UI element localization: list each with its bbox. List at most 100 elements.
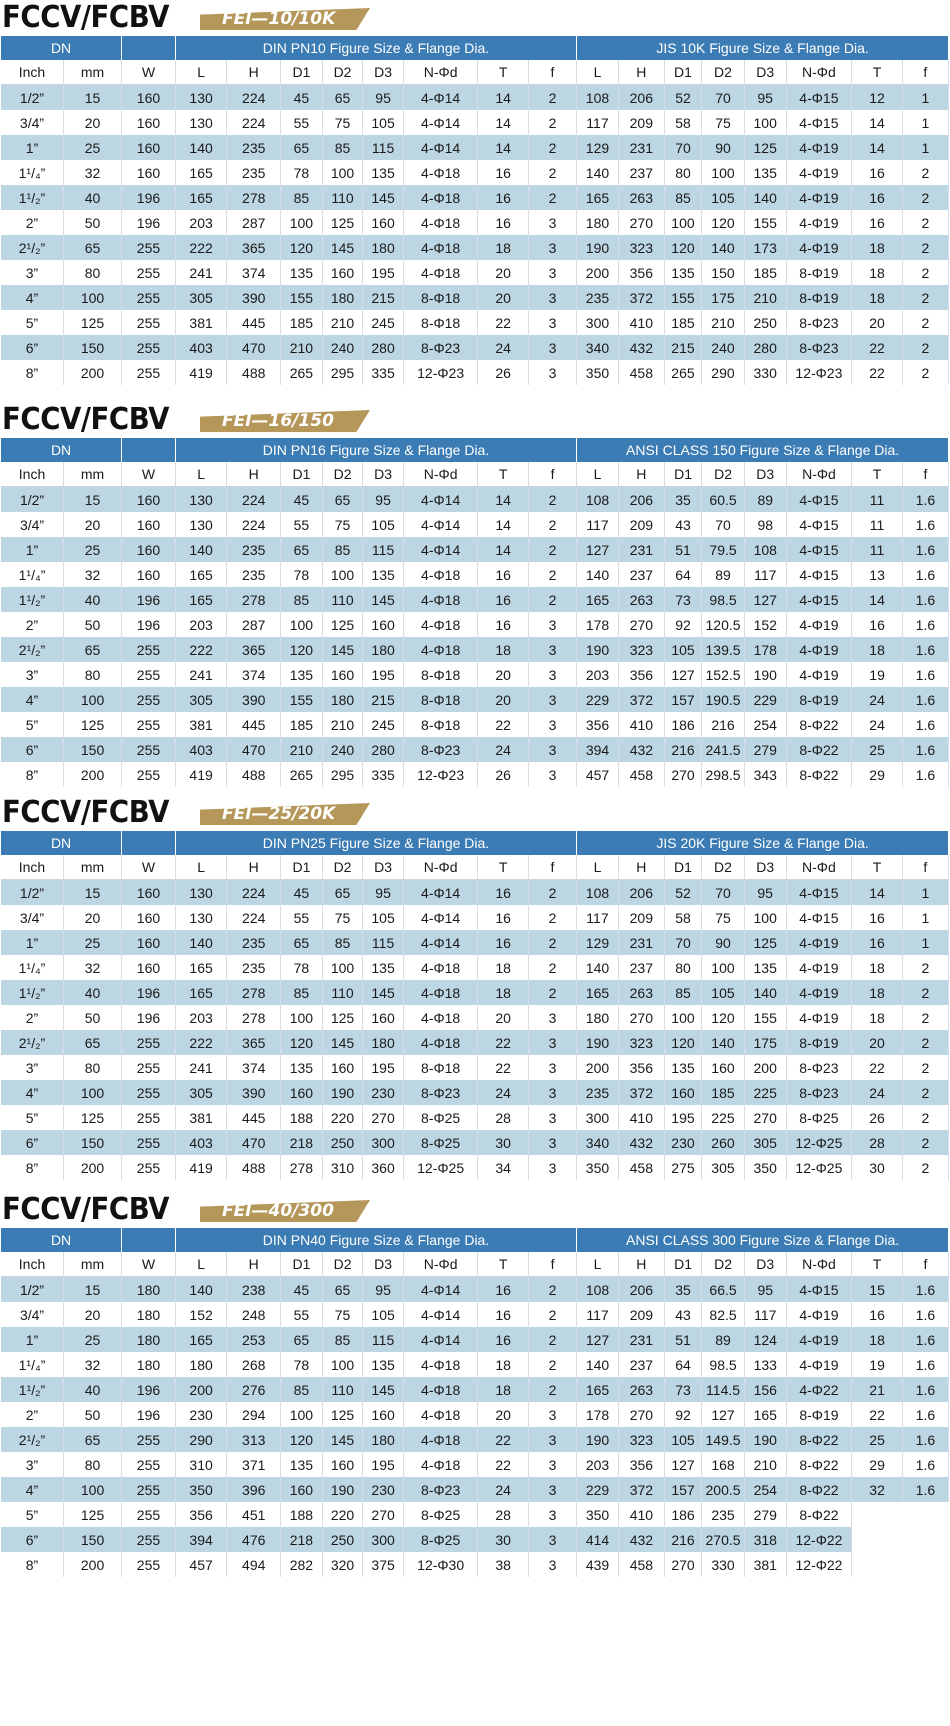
table-cell: 70 — [664, 135, 703, 160]
table-cell: 1” — [1, 537, 64, 562]
table-cell: 2 — [902, 335, 950, 360]
table-cell: 350 — [744, 1155, 787, 1180]
table-cell: 8-Φ23 — [786, 1080, 853, 1105]
rating-tag-shape — [200, 410, 370, 432]
table-cell: 15 — [63, 486, 123, 512]
table-cell: 394 — [576, 737, 619, 762]
table-cell: 95 — [362, 486, 404, 512]
table-cell: 24 — [477, 1080, 529, 1105]
table-cell: 488 — [226, 1155, 282, 1180]
table-row: 1¹/₄” 32 160 165 235 78 100 135 4-Φ18 16 2 140 237 64… — [1, 562, 950, 587]
table-row: 2¹/₂” 65 255 222 365 120 145 180 4-Φ18 18 3 190 323 1… — [1, 235, 950, 260]
table-cell: 24 — [477, 737, 529, 762]
column-header: D2 — [701, 1252, 745, 1277]
table-cell: 225 — [701, 1105, 745, 1130]
table-cell: 458 — [618, 1155, 665, 1180]
table-cell: 1 — [902, 84, 950, 110]
table-cell: 155 — [280, 285, 323, 310]
table-cell: 25 — [63, 1327, 123, 1352]
column-header: D2 — [322, 60, 364, 85]
table-cell: 64 — [664, 1352, 703, 1377]
table-cell: 50 — [63, 1005, 123, 1030]
table-cell: 1¹/₂” — [1, 1377, 64, 1402]
table-cell: 125 — [322, 1402, 364, 1427]
table-cell: 494 — [226, 1552, 282, 1577]
table-cell: 323 — [618, 637, 665, 662]
table-cell: 209 — [618, 1302, 665, 1327]
table-cell: 2 — [528, 84, 578, 110]
table-cell: 65 — [322, 486, 364, 512]
table-cell: 185 — [744, 260, 787, 285]
table-cell: 4-Φ14 — [403, 512, 479, 537]
table-cell: 145 — [362, 1377, 404, 1402]
table-cell: 231 — [618, 1327, 665, 1352]
table-cell: 270 — [362, 1502, 404, 1527]
table-cell: 195 — [664, 1105, 703, 1130]
table-cell: 140 — [701, 235, 745, 260]
table-cell: 3 — [528, 612, 578, 637]
table-cell: 2 — [902, 235, 950, 260]
table-cell: 185 — [280, 712, 323, 737]
table-cell: 335 — [362, 762, 404, 787]
table-cell: 206 — [618, 1276, 665, 1302]
table-cell: 152 — [175, 1302, 228, 1327]
table-cell: 22 — [477, 1452, 529, 1477]
table-cell: 32 — [63, 955, 123, 980]
table-cell: 206 — [618, 879, 665, 905]
table-cell: 117 — [576, 905, 619, 930]
table-cell: 120 — [280, 637, 323, 662]
table-cell: 160 — [121, 84, 176, 110]
column-header: H — [226, 1252, 282, 1277]
table-cell: 4-Φ14 — [403, 486, 479, 512]
table-cell: 160 — [362, 210, 404, 235]
table-cell: 488 — [226, 360, 282, 385]
table-cell: 4-Φ18 — [403, 160, 479, 185]
table-cell: 135 — [280, 260, 323, 285]
table-cell: 218 — [280, 1130, 323, 1155]
table-cell: 196 — [121, 1377, 176, 1402]
table-cell: 200 — [576, 1055, 619, 1080]
table-cell: 196 — [121, 210, 176, 235]
table-cell: 1.6 — [902, 662, 950, 687]
table-cell: 210 — [322, 712, 364, 737]
table-cell: 20 — [63, 110, 123, 135]
table-cell: 14 — [477, 512, 529, 537]
table-cell: 2 — [902, 210, 950, 235]
table-cell: 120 — [280, 1030, 323, 1055]
table-cell: 20 — [477, 687, 529, 712]
table-cell: 150 — [701, 260, 745, 285]
table-cell: 240 — [322, 335, 364, 360]
table-cell: 135 — [664, 260, 703, 285]
table-cell: 155 — [280, 687, 323, 712]
standard-group-header: JIS 20K Figure Size & Flange Dia. — [576, 831, 949, 855]
table-cell: 21 — [851, 1377, 903, 1402]
table-cell: 100 — [63, 285, 123, 310]
dimension-table: DN DIN PN16 Figure Size & Flange Dia. ANSI… — [1, 438, 950, 787]
table-row: 1¹/₄” 32 180 180 268 78 100 135 4-Φ18 18 2 140 237 64… — [1, 1352, 950, 1377]
table-cell: 8-Φ23 — [786, 310, 853, 335]
table-cell: 276 — [226, 1377, 282, 1402]
table-cell: 8-Φ22 — [786, 762, 853, 787]
table-cell: 100 — [664, 210, 703, 235]
column-header: f — [528, 462, 578, 487]
table-cell: 280 — [362, 335, 404, 360]
model-name: FCCV/FCBV — [2, 0, 170, 35]
column-header: H — [226, 855, 282, 880]
table-cell: 65 — [322, 84, 364, 110]
table-cell: 410 — [618, 310, 665, 335]
table-cell: 185 — [701, 1080, 745, 1105]
table-cell: 135 — [362, 1352, 404, 1377]
table-cell: 2 — [528, 486, 578, 512]
table-cell: 3 — [528, 1055, 578, 1080]
table-cell: 445 — [226, 1105, 282, 1130]
table-cell: 160 — [322, 1055, 364, 1080]
table-cell: 488 — [226, 762, 282, 787]
table-cell: 1” — [1, 930, 64, 955]
table-cell: 4-Φ15 — [786, 512, 853, 537]
table-cell: 1.6 — [902, 712, 950, 737]
column-header: f — [528, 855, 578, 880]
column-header: D3 — [744, 462, 787, 487]
column-header: N-Φd — [403, 855, 479, 880]
table-cell: 4-Φ19 — [786, 1352, 853, 1377]
table-cell: 229 — [744, 687, 787, 712]
